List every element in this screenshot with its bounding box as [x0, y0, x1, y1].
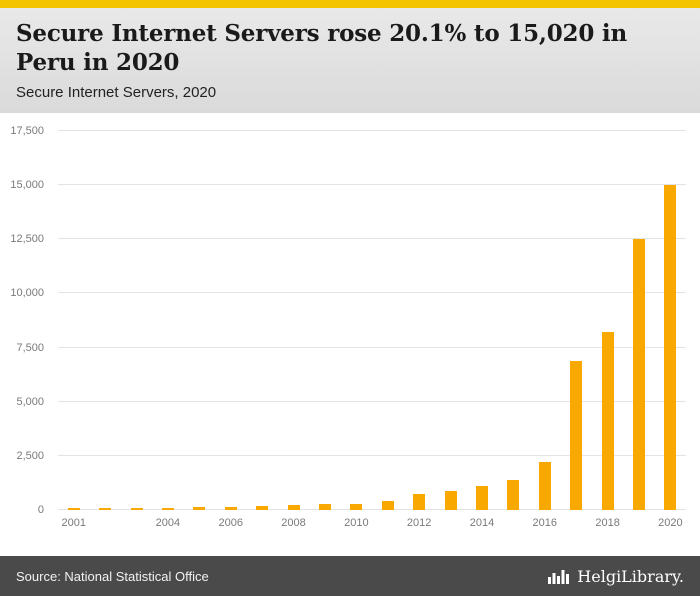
bar-2014 — [475, 486, 488, 511]
plot-area: 2001 2004 2006 2008 2010 2012 2014 2016 2018 2020 — [58, 130, 686, 529]
bar-2004 — [161, 507, 174, 511]
footer: Source: National Statistical Office Helg… — [0, 556, 700, 596]
y-tick-label: 17,500 — [10, 125, 44, 138]
y-tick-label: 15,000 — [10, 179, 44, 192]
source-text: Source: National Statistical Office — [16, 568, 209, 584]
bar-slot — [184, 131, 215, 511]
gridline — [58, 454, 686, 456]
bar-slot: 2001 — [58, 131, 89, 529]
bar-slot: 2018 — [592, 131, 623, 529]
top-accent-bar — [0, 0, 700, 8]
bar-2020 — [664, 184, 677, 511]
x-tick-label: 2020 — [658, 517, 683, 530]
bar-slot — [623, 131, 654, 511]
gridline — [58, 400, 686, 402]
bar-chart-icon — [548, 568, 570, 584]
bar-2016 — [538, 462, 551, 511]
bar-slot: 2004 — [152, 131, 183, 529]
x-tick-label: 2006 — [218, 517, 243, 530]
bar-2015 — [507, 479, 520, 511]
gridlines — [58, 130, 686, 511]
bar-chart: 0 2,500 5,000 7,500 10,000 12,500 15,000 17,500… — [0, 125, 700, 531]
gridline — [58, 238, 686, 240]
bar-slot: 2012 — [403, 131, 434, 529]
bar-2005 — [193, 507, 206, 511]
bar-slot: 2006 — [215, 131, 246, 529]
bar-2019 — [633, 239, 646, 511]
bar-2001 — [67, 508, 80, 511]
bar-slot: 2020 — [655, 131, 686, 529]
bar-2009 — [318, 503, 331, 511]
x-tick-label: 2016 — [532, 517, 558, 530]
y-tick-label: 5,000 — [16, 395, 44, 408]
bar-2018 — [601, 332, 614, 511]
x-tick-label: 2014 — [469, 517, 495, 530]
bar-2011 — [381, 501, 394, 511]
x-tick-label: 2008 — [281, 517, 306, 530]
y-tick-label: 2,500 — [16, 449, 44, 462]
y-tick-label: 7,500 — [16, 341, 44, 354]
x-tick-label: 2018 — [595, 517, 620, 530]
header: Secure Internet Servers rose 20.1% to 15… — [0, 8, 700, 114]
logo-text: HelgiLibrary. — [577, 566, 684, 586]
y-tick-label: 12,500 — [10, 233, 44, 246]
bar-2010 — [350, 504, 363, 511]
bar-2017 — [570, 360, 583, 511]
bar-2008 — [287, 505, 300, 511]
x-tick-label: 2012 — [406, 517, 432, 530]
x-tick-label: 2010 — [344, 517, 369, 530]
bars: 2001 2004 2006 2008 2010 2012 2014 2016 2018 2020 — [58, 131, 686, 529]
chart-subtitle: Secure Internet Servers, 2020 — [16, 84, 217, 102]
gridline — [58, 509, 686, 511]
gridline — [58, 130, 686, 132]
gridline — [58, 346, 686, 348]
gridline — [58, 184, 686, 186]
helgi-library-logo: HelgiLibrary. — [548, 567, 684, 586]
bar-2003 — [130, 508, 143, 511]
bar-slot — [309, 131, 340, 511]
bar-2007 — [256, 506, 269, 511]
bar-slot: 2008 — [278, 131, 309, 529]
bar-2012 — [413, 493, 426, 511]
bar-slot — [561, 131, 592, 511]
bar-slot: 2010 — [341, 131, 372, 529]
gridline — [58, 292, 686, 294]
y-tick-label: 0 — [37, 504, 44, 517]
bar-slot — [246, 131, 277, 511]
chart-title: Secure Internet Servers rose 20.1% to 15… — [16, 20, 627, 76]
x-tick-label: 2001 — [61, 517, 86, 530]
bar-2006 — [224, 506, 237, 511]
x-tick-label: 2004 — [155, 517, 181, 530]
bar-2013 — [444, 490, 457, 511]
y-tick-label: 10,000 — [10, 287, 44, 300]
bar-slot: 2016 — [529, 131, 560, 529]
bar-slot: 2014 — [466, 131, 497, 529]
bar-slot — [121, 131, 152, 511]
bar-slot — [89, 131, 120, 511]
bar-slot — [498, 131, 529, 511]
bar-2002 — [99, 508, 112, 511]
bar-slot — [435, 131, 466, 511]
y-axis-labels: 0 2,500 5,000 7,500 10,000 12,500 15,000 17,500 — [0, 125, 50, 516]
bar-slot — [372, 131, 403, 511]
